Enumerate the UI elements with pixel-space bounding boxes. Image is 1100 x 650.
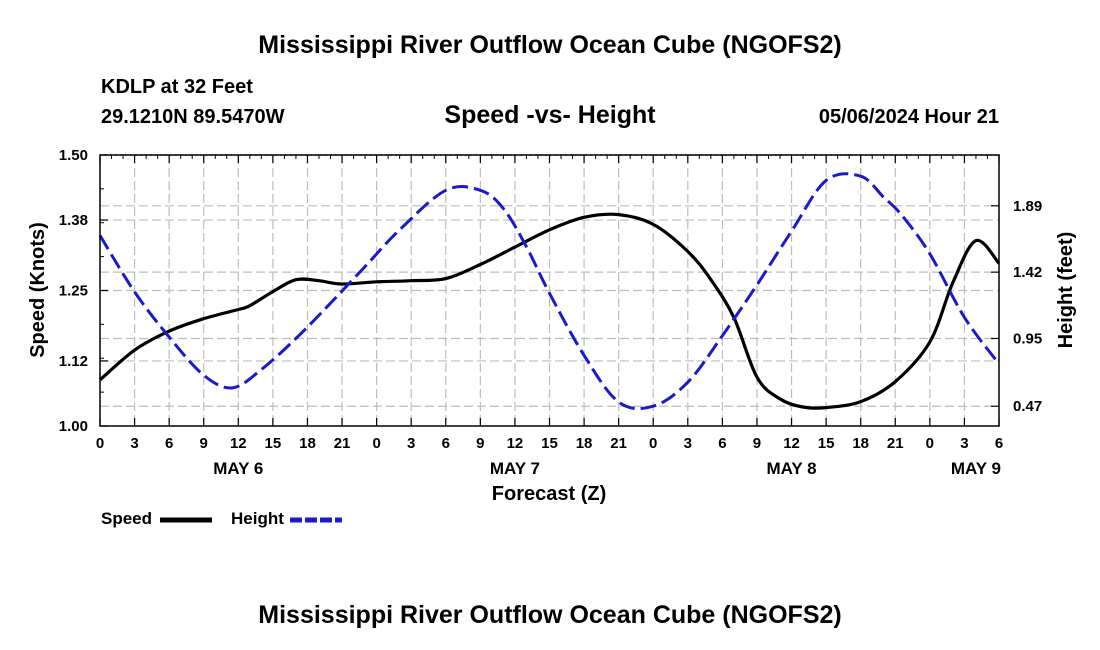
x-tick-label: 3 — [684, 435, 692, 452]
axis-ticks — [99, 154, 1000, 427]
tick-labels: 0 3 6 9 12 15 18 21 0 3 6 9 12 15 18 21 0 3 6 9 12 15 18 21 0 3 6 M… — [59, 147, 1042, 478]
y-left-tick-label: 1.00 — [59, 418, 88, 435]
x-tick-label: 9 — [200, 435, 208, 452]
y-left-tick-label: 1.25 — [59, 283, 88, 300]
y-left-tick-label: 1.12 — [59, 353, 88, 370]
grid-lines — [100, 155, 999, 426]
day-label: MAY 9 — [951, 459, 1001, 478]
y-left-tick-label: 1.38 — [59, 212, 88, 229]
x-tick-label: 18 — [576, 435, 593, 452]
x-tick-label: 0 — [372, 435, 380, 452]
x-tick-label: 21 — [610, 435, 627, 452]
x-tick-label: 6 — [442, 435, 450, 452]
series-line-speed — [98, 212, 1001, 410]
x-tick-label: 21 — [334, 435, 351, 452]
x-axis-label: Forecast (Z) — [492, 483, 606, 505]
x-tick-label: 6 — [995, 435, 1003, 452]
chart-title-repeat: Mississippi River Outflow Ocean Cube (NG… — [258, 601, 842, 629]
x-tick-label: 21 — [887, 435, 904, 452]
y-right-tick-label: 0.47 — [1013, 398, 1042, 415]
y-right-tick-label: 0.95 — [1013, 330, 1042, 347]
legend-speed-label: Speed — [101, 509, 153, 528]
day-label: MAY 8 — [766, 459, 816, 478]
day-label: MAY 6 — [213, 459, 263, 478]
day-label: MAY 7 — [490, 459, 540, 478]
x-tick-label: 18 — [299, 435, 316, 452]
chart-subtitle: Speed -vs- Height — [444, 101, 656, 129]
x-tick-label: 9 — [753, 435, 761, 452]
y-left-tick-label: 1.50 — [59, 147, 88, 164]
station-coordinates: 29.1210N 89.5470W — [101, 106, 285, 128]
x-tick-label: 0 — [649, 435, 657, 452]
x-tick-label: 3 — [130, 435, 138, 452]
x-tick-label: 6 — [718, 435, 726, 452]
x-tick-label: 6 — [165, 435, 173, 452]
series-lines — [98, 172, 1001, 411]
x-tick-label: 9 — [476, 435, 484, 452]
x-tick-label: 18 — [852, 435, 869, 452]
y-axis-label-right: Height (feet) — [1055, 232, 1077, 349]
forecast-datetime: 05/06/2024 Hour 21 — [818, 106, 999, 128]
series-line-height — [98, 172, 1001, 411]
x-tick-label: 15 — [818, 435, 835, 452]
legend-height-label: Height — [231, 509, 284, 528]
chart-title: Mississippi River Outflow Ocean Cube (NG… — [258, 31, 842, 59]
x-tick-label: 15 — [265, 435, 282, 452]
x-tick-label: 0 — [96, 435, 104, 452]
x-tick-label: 0 — [926, 435, 934, 452]
y-right-tick-label: 1.89 — [1013, 198, 1042, 215]
y-right-tick-label: 1.42 — [1013, 264, 1042, 281]
x-tick-label: 3 — [407, 435, 415, 452]
x-tick-label: 12 — [783, 435, 800, 452]
y-axis-label-left: Speed (Knots) — [27, 222, 49, 358]
x-tick-label: 12 — [507, 435, 524, 452]
x-tick-label: 12 — [230, 435, 247, 452]
station-name: KDLP at 32 Feet — [101, 76, 253, 98]
x-tick-label: 15 — [541, 435, 558, 452]
x-tick-label: 3 — [960, 435, 968, 452]
